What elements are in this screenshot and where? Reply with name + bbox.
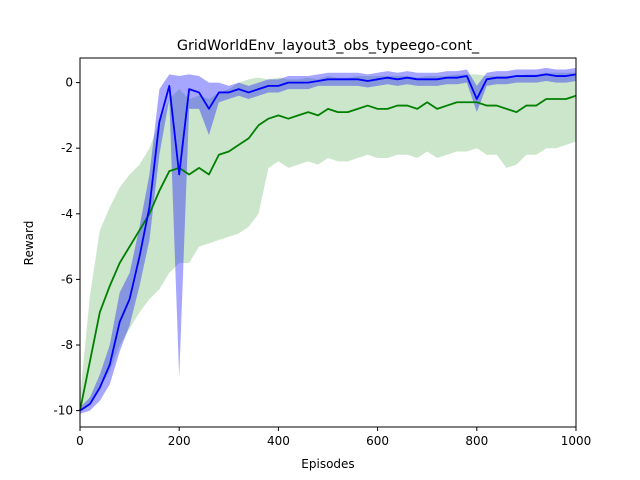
x-tick-label: 0 <box>76 434 84 448</box>
x-axis-label: Episodes <box>301 457 354 471</box>
x-tick-label: 800 <box>465 434 488 448</box>
chart-title: GridWorldEnv_layout3_obs_typeego-cont_ <box>177 38 480 54</box>
x-tick-label: 600 <box>366 434 389 448</box>
x-tick-label: 1000 <box>561 434 592 448</box>
x-tick-label: 400 <box>267 434 290 448</box>
series-line <box>79 73 577 412</box>
y-tick-label: -8 <box>61 338 73 352</box>
y-tick-label: -10 <box>53 404 73 418</box>
x-tick-label: 200 <box>168 434 191 448</box>
confidence-band <box>80 67 576 414</box>
y-tick-label: 0 <box>65 76 73 90</box>
y-tick-label: -2 <box>61 141 73 155</box>
y-tick-label: -4 <box>61 207 73 221</box>
y-tick-label: -6 <box>61 272 73 286</box>
y-axis-label: Reward <box>22 221 36 266</box>
series-line <box>79 94 577 411</box>
plot-frame <box>79 57 577 428</box>
confidence-band <box>80 72 576 411</box>
